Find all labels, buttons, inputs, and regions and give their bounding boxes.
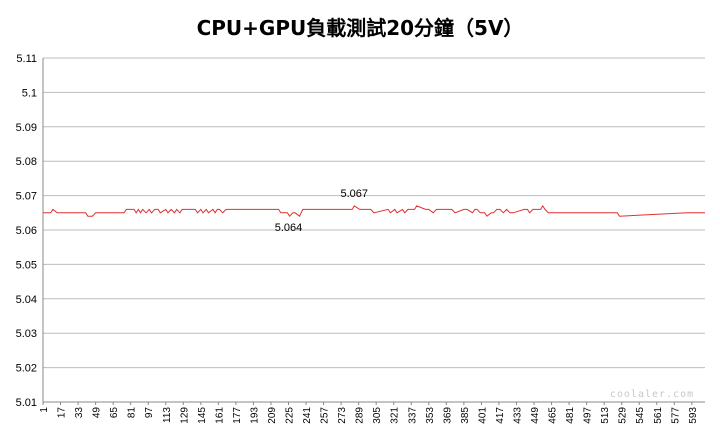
x-tick-label: 33 [74,407,85,419]
gridlines [42,57,705,403]
x-tick-label: 561 [653,407,664,424]
x-tick-label: 97 [144,407,155,419]
x-tick-label: 241 [302,407,313,424]
x-tick-label: 433 [512,407,523,424]
watermark: coolaler.com [610,389,694,400]
x-tick-label: 481 [565,407,576,424]
x-tick-label: 81 [127,407,138,419]
x-tick-label: 1 [39,407,50,413]
x-tick-label: 449 [530,407,541,424]
x-tick-label: 305 [372,407,383,424]
x-tick-label: 401 [477,407,488,424]
x-tick-label: 289 [355,407,366,424]
x-tick-label: 337 [407,407,418,424]
y-tick-label: 5.09 [16,122,37,134]
x-tick-label: 17 [57,407,68,419]
series-line [43,204,705,217]
x-tick-label: 273 [337,407,348,424]
x-tick-label: 497 [583,407,594,424]
y-tick-label: 5.1 [22,87,37,99]
x-tick-label: 545 [635,407,646,424]
x-tick-label: 161 [214,407,225,424]
x-tick-label: 257 [320,407,331,424]
x-tick-label: 513 [600,407,611,424]
x-tick-label: 465 [548,407,559,424]
x-axis-ticks: 1 17 33 49 65 81 97 113 129 145 161 177 193 209 225 241… [39,402,699,424]
x-tick-label: 577 [670,407,681,424]
x-tick-label: 593 [688,407,699,424]
x-tick-label: 193 [249,407,260,424]
y-tick-label: 5.07 [16,191,37,203]
x-tick-label: 225 [285,407,296,424]
y-tick-label: 5.06 [16,225,37,237]
watermark-layer: coolaler.com [610,389,694,400]
x-tick-label: 49 [92,407,103,419]
data-labels: 5.064 5.067 [275,188,368,234]
x-tick-label: 529 [618,407,629,424]
x-tick-label: 129 [179,407,190,424]
y-tick-label: 5.08 [16,156,37,168]
y-axis-ticks: 5.11 5.1 5.09 5.08 5.07 5.06 5.05 5.04 5.03 5.02 5… [16,53,37,409]
chart-title: CPU+GPU負載測試20分鐘（5V） [196,16,524,40]
y-tick-label: 5.05 [16,259,37,271]
x-tick-label: 385 [460,407,471,424]
x-tick-label: 113 [162,407,173,423]
x-tick-label: 145 [197,407,208,424]
data-label: 5.067 [341,188,369,200]
y-tick-label: 5.02 [16,363,37,375]
x-tick-label: 65 [109,407,120,419]
y-tick-label: 5.11 [16,53,37,65]
x-tick-label: 321 [390,407,401,424]
series-layer [43,204,705,217]
x-tick-label: 209 [267,407,278,424]
y-tick-label: 5.03 [16,328,37,340]
data-label: 5.064 [275,222,303,234]
x-tick-label: 177 [232,407,243,424]
y-tick-label: 5.01 [16,397,37,409]
x-tick-label: 417 [495,407,506,424]
x-tick-label: 353 [425,407,436,424]
x-tick-label: 369 [442,407,453,424]
y-tick-label: 5.04 [16,294,37,306]
